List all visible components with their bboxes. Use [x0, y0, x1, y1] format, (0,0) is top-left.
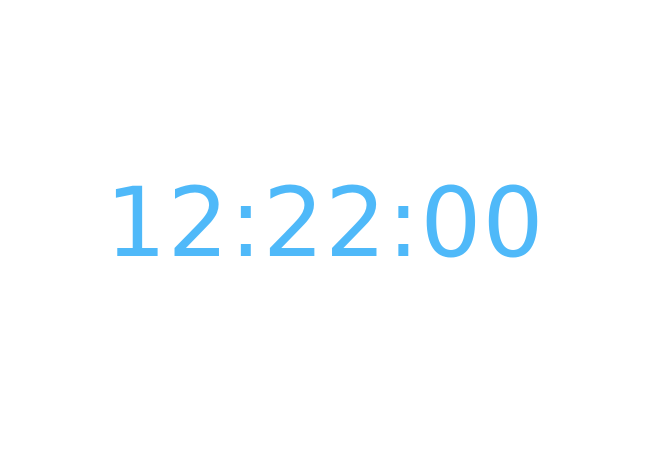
digital-clock-time: 12:22:00	[105, 167, 545, 279]
